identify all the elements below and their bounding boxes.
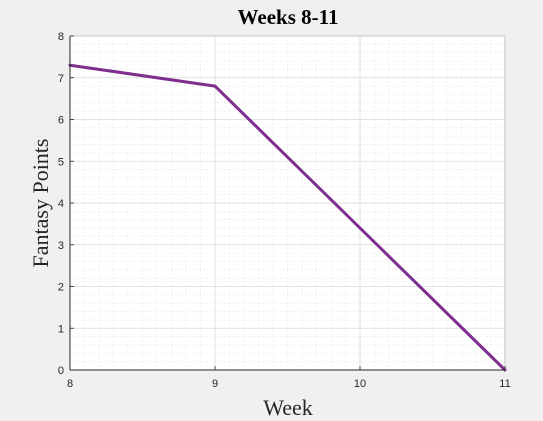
- y-tick-label: 2: [58, 282, 64, 294]
- x-tick-label: 10: [354, 378, 366, 390]
- data-point: [213, 84, 217, 88]
- y-axis-ticks: 0 1 2 3 4 5 6 7 8: [58, 31, 74, 377]
- y-tick-label: 1: [58, 323, 64, 335]
- chart-title: Weeks 8-11: [238, 5, 339, 29]
- x-tick-label: 9: [212, 378, 218, 390]
- y-tick-label: 5: [58, 156, 64, 168]
- y-tick-label: 0: [58, 365, 64, 377]
- y-tick-label: 6: [58, 115, 64, 127]
- y-axis-label: Fantasy Points: [28, 139, 53, 268]
- y-tick-label: 8: [58, 31, 64, 43]
- y-tick-label: 4: [58, 198, 64, 210]
- y-tick-label: 3: [58, 240, 64, 252]
- minor-grid: [70, 36, 505, 370]
- x-axis-ticks: 8 9 10 11: [67, 366, 511, 390]
- series-layer: [68, 63, 507, 372]
- x-tick-label: 11: [499, 378, 510, 390]
- y-tick-label: 7: [58, 73, 64, 85]
- x-tick-label: 8: [67, 378, 73, 390]
- x-axis-label: Week: [263, 395, 313, 420]
